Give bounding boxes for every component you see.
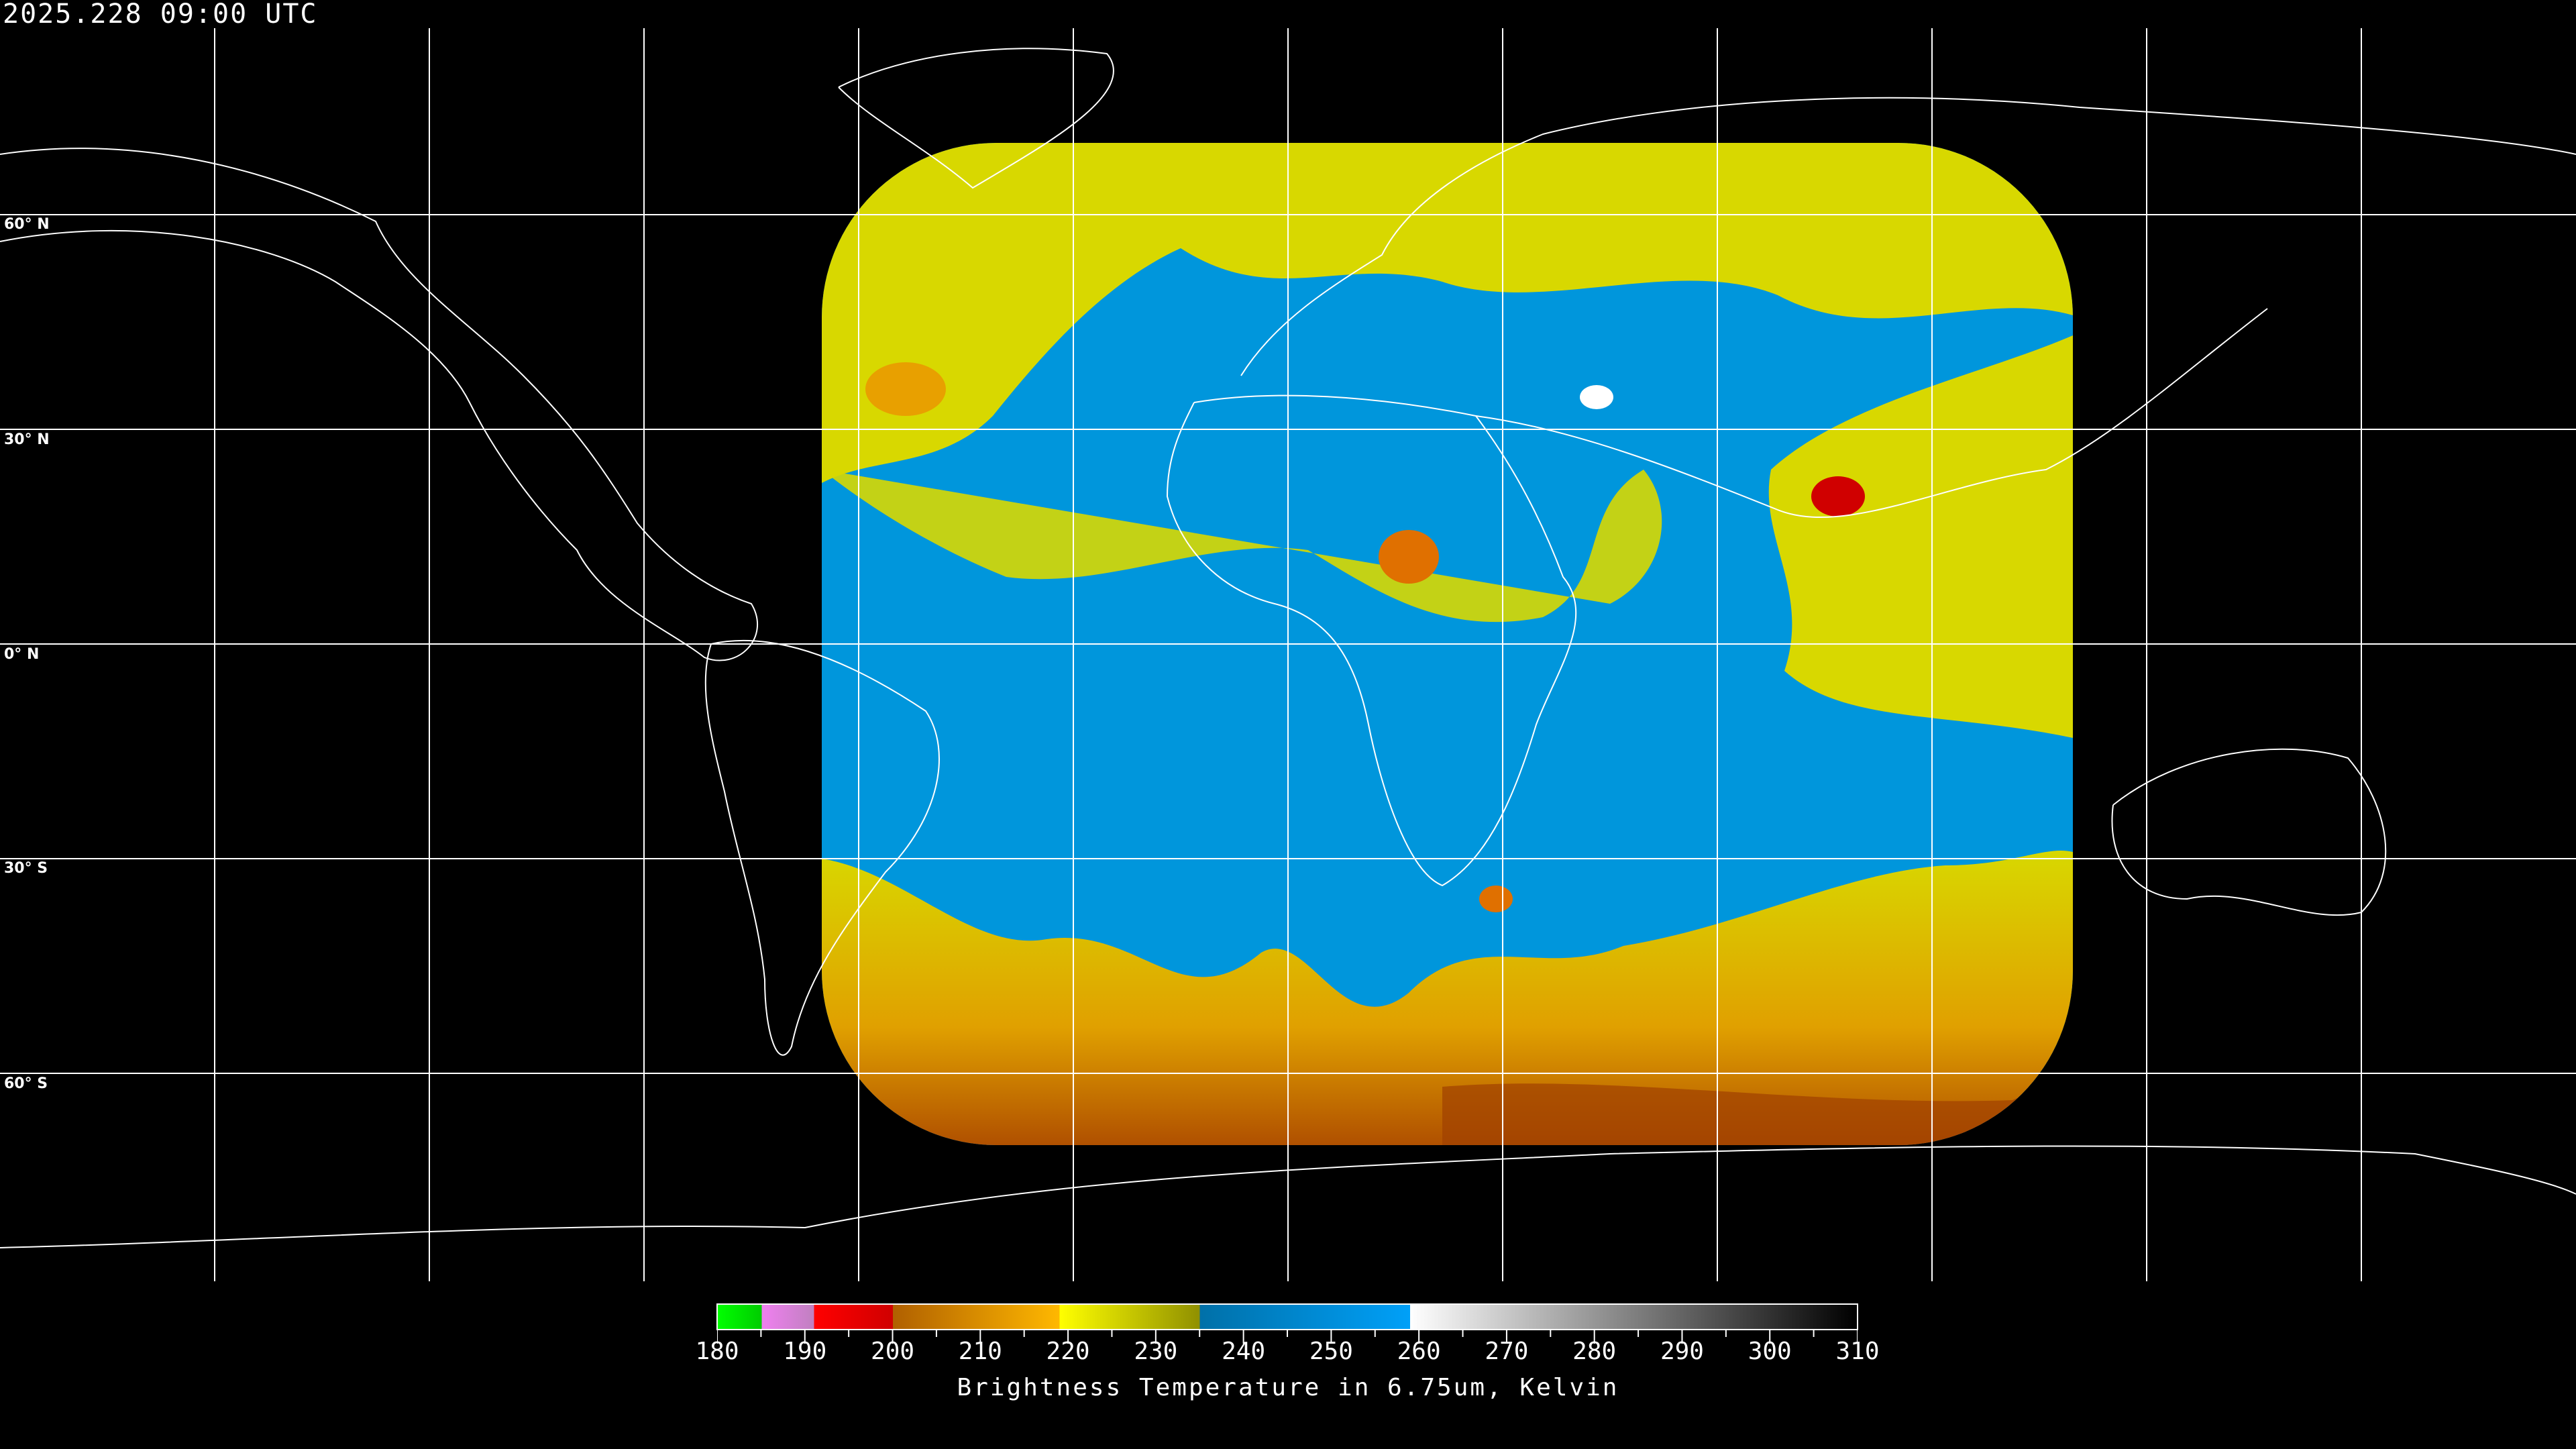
coastline-antarctica [0,1145,2576,1248]
itcz-clouds [822,470,1662,623]
lat-label-60s: 60° S [4,1075,48,1092]
northern-cloud-band [822,143,2073,483]
colorbar-tick-label: 210 [958,1338,1002,1365]
lat-lon-grid [0,28,2576,1281]
convection-cell [865,362,946,416]
colorbar-tick-label: 240 [1222,1338,1266,1365]
colorbar-title: Brightness Temperature in 6.75um, Kelvin [957,1374,1619,1401]
southern-cloud-band [822,850,2073,1145]
colorbar-tick-label: 280 [1572,1338,1617,1365]
colorbar-tick-label: 290 [1660,1338,1704,1365]
colorbar-tick-label: 220 [1046,1338,1090,1365]
colorbar-tick-label: 230 [1134,1338,1178,1365]
colorbar-tick-label: 260 [1397,1338,1441,1365]
dry-patch [1580,385,1613,409]
antarctic-dry-edge [1442,1073,2073,1145]
coastline-north-america [0,148,759,661]
asia-monsoon-clouds [1768,335,2073,738]
colorbar-tick-label: 310 [1835,1338,1880,1365]
timestamp: 2025.228 09:00 UTC [3,0,318,30]
colorbar-tick-label: 200 [871,1338,915,1365]
colorbar-tick-label: 300 [1748,1338,1792,1365]
convection-cell [1811,476,1865,517]
coastline-australia [2111,748,2387,916]
colorbar-tick-label: 190 [783,1338,827,1365]
satellite-map [0,28,2576,1281]
convection-cell [1379,530,1439,584]
coastline-eurasia [1240,97,2576,519]
colorbar-tick-label: 180 [695,1338,739,1365]
coastline-south-america [704,639,940,1056]
lat-label-60n: 60° N [4,216,50,233]
lat-label-30n: 30° N [4,431,50,448]
lat-label-30s: 30° S [4,860,48,877]
lat-label-0n: 0° N [4,646,40,663]
colorbar [716,1303,1858,1330]
coastline-africa [1166,394,1577,887]
colorbar-tick-label: 250 [1309,1338,1353,1365]
colorbar-ticks [717,1330,1858,1344]
coastlines [0,48,2576,1248]
coastline-greenland [838,48,1114,189]
convection-cell [1479,885,1513,912]
colorbar-tick-label: 270 [1485,1338,1529,1365]
